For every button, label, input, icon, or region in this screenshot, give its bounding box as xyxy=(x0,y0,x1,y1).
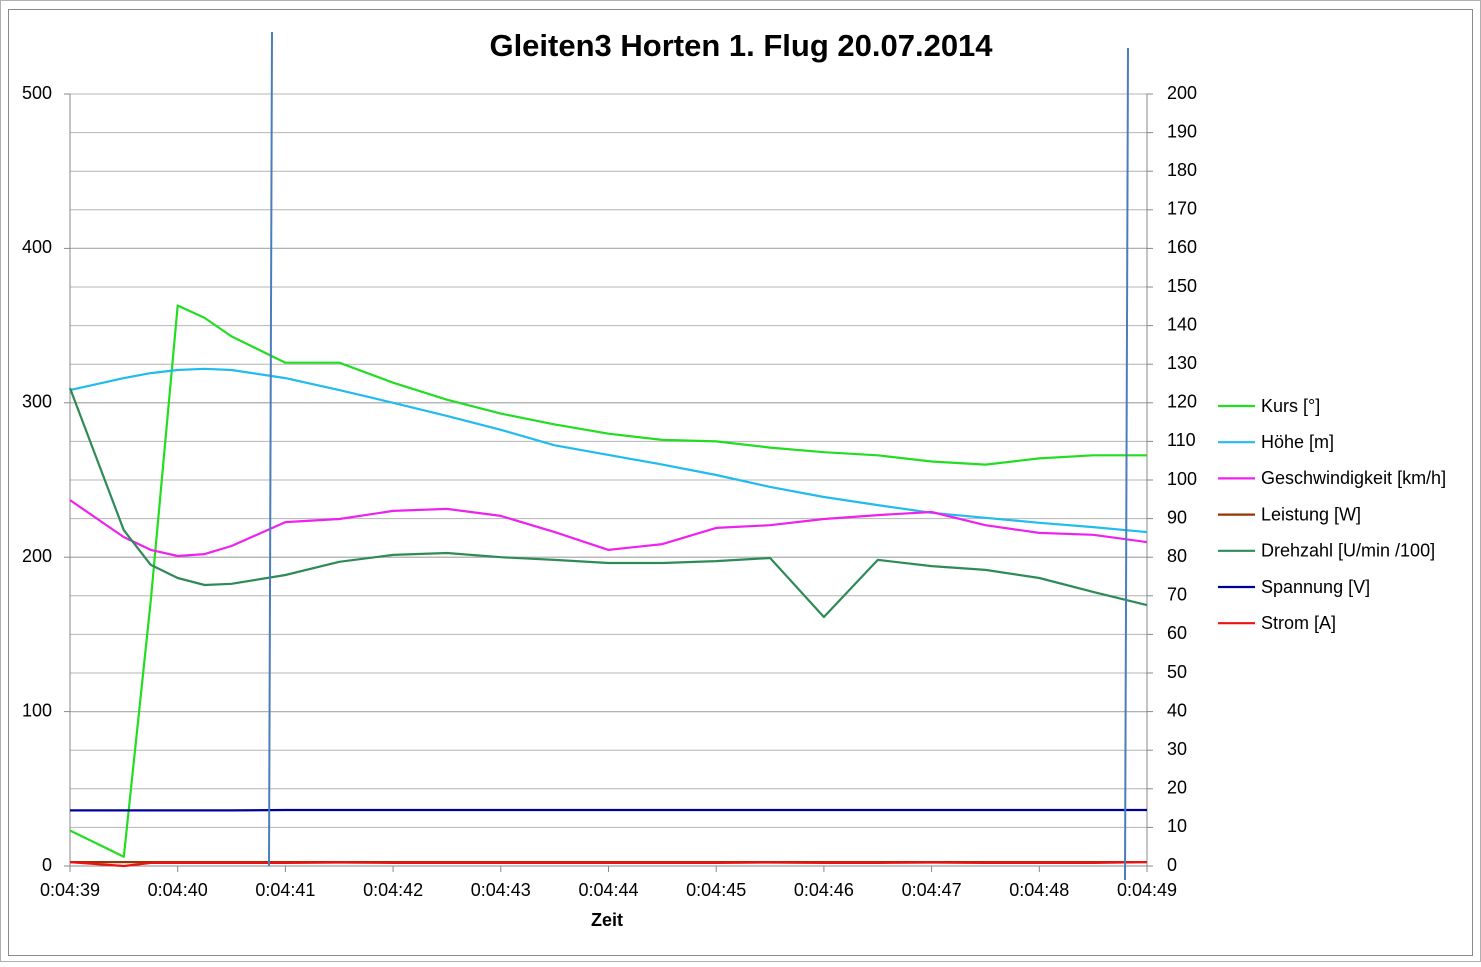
y-tick-label: 0 xyxy=(42,855,52,875)
legend-label: Leistung [W] xyxy=(1261,504,1361,524)
x-tick-label: 0:04:44 xyxy=(578,880,638,900)
y2-tick-label: 0 xyxy=(1167,855,1177,875)
x-tick-label: 0:04:42 xyxy=(363,880,423,900)
x-axis-title: Zeit xyxy=(591,910,623,930)
y2-tick-label: 150 xyxy=(1167,276,1197,296)
legend-label: Spannung [V] xyxy=(1261,577,1370,597)
legend-label: Drehzahl [U/min /100] xyxy=(1261,541,1435,561)
x-tick-label: 0:04:39 xyxy=(40,880,100,900)
y2-tick-label: 60 xyxy=(1167,623,1187,643)
y2-tick-label: 110 xyxy=(1167,430,1196,450)
legend-label: Geschwindigkeit [km/h] xyxy=(1261,468,1446,488)
y2-tick-label: 90 xyxy=(1167,507,1187,527)
y2-tick-label: 70 xyxy=(1167,585,1187,605)
y2-tick-label: 10 xyxy=(1167,816,1187,836)
y2-tick-label: 40 xyxy=(1167,700,1187,720)
y-tick-label: 400 xyxy=(22,237,52,257)
y2-tick-label: 170 xyxy=(1167,199,1197,219)
x-tick-label: 0:04:48 xyxy=(1009,880,1069,900)
y2-tick-label: 20 xyxy=(1167,778,1187,798)
y2-tick-label: 100 xyxy=(1167,469,1197,489)
y2-tick-label: 160 xyxy=(1167,237,1197,257)
x-tick-label: 0:04:49 xyxy=(1117,880,1177,900)
x-tick-label: 0:04:47 xyxy=(902,880,962,900)
x-tick-label: 0:04:46 xyxy=(794,880,854,900)
y2-tick-label: 140 xyxy=(1167,314,1197,334)
chart-title: Gleiten3 Horten 1. Flug 20.07.2014 xyxy=(489,28,993,63)
y-tick-label: 200 xyxy=(22,546,52,566)
y2-tick-label: 30 xyxy=(1167,739,1187,759)
y-tick-label: 500 xyxy=(22,83,52,103)
x-tick-label: 0:04:45 xyxy=(686,880,746,900)
chart-frame xyxy=(9,10,1473,956)
x-tick-label: 0:04:40 xyxy=(148,880,208,900)
y-tick-label: 100 xyxy=(22,700,52,720)
y2-tick-label: 80 xyxy=(1167,546,1187,566)
y2-tick-label: 190 xyxy=(1167,121,1197,141)
y2-tick-label: 180 xyxy=(1167,160,1197,180)
legend-label: Strom [A] xyxy=(1261,613,1336,633)
legend-label: Höhe [m] xyxy=(1261,432,1334,452)
legend-label: Kurs [°] xyxy=(1261,396,1320,416)
x-tick-label: 0:04:43 xyxy=(471,880,531,900)
y2-tick-label: 120 xyxy=(1167,392,1197,412)
x-tick-label: 0:04:41 xyxy=(255,880,315,900)
y2-tick-label: 200 xyxy=(1167,83,1197,103)
y-tick-label: 300 xyxy=(22,392,52,412)
y2-tick-label: 50 xyxy=(1167,662,1187,682)
y2-tick-label: 130 xyxy=(1167,353,1197,373)
